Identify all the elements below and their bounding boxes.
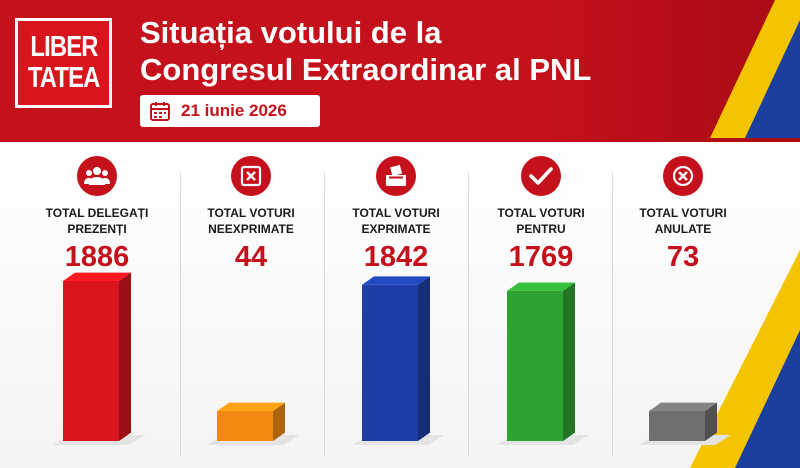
- tick-label-pentru: TOTAL VOTURI PENTRU: [497, 206, 585, 236]
- circle-x-icon: [663, 156, 703, 196]
- column-divider: [324, 172, 325, 457]
- title-line-2: Congresul Extraordinar al PNL: [140, 52, 592, 87]
- group-icon: [77, 156, 117, 196]
- chart-area: TOTAL DELEGAȚI PREZENȚI 1886 TOTAL VOTUR…: [0, 142, 800, 468]
- page-title: Situația votului de la Congresul Extraor…: [140, 14, 591, 88]
- libertatea-logo[interactable]: LIBER TATEA: [15, 18, 112, 108]
- date-text: 21 iunie 2026: [181, 101, 287, 120]
- logo-line-2: TATEA: [27, 62, 100, 94]
- stat-column-delegati: TOTAL DELEGAȚI PREZENȚI 1886: [27, 142, 167, 468]
- tick-label-anulate: TOTAL VOTURI ANULATE: [639, 206, 727, 236]
- date-badge: 21 iunie 2026: [140, 95, 320, 127]
- column-divider: [180, 172, 181, 457]
- value-label-delegati: 1886: [64, 241, 130, 273]
- title-line-1: Situația votului de la: [140, 15, 442, 50]
- logo-line-1: LIBER: [29, 31, 98, 63]
- value-label-exprimate: 1842: [363, 241, 429, 273]
- tick-label-neexprimate: TOTAL VOTURI NEEXPRIMATE: [207, 206, 295, 236]
- column-divider: [468, 172, 469, 457]
- tick-label-delegati: TOTAL DELEGAȚI PREZENȚI: [45, 206, 149, 236]
- header-banner: LIBER TATEA Situația votului de la Congr…: [0, 0, 800, 142]
- column-divider: [612, 172, 613, 457]
- stat-column-neexprimate: TOTAL VOTURI NEEXPRIMATE 44: [181, 142, 321, 468]
- check-icon: [521, 156, 561, 196]
- ballot-box-icon: [376, 156, 416, 196]
- calendar-icon: [150, 102, 170, 121]
- stat-column-exprimate: TOTAL VOTURI EXPRIMATE 1842: [326, 142, 466, 468]
- tick-label-exprimate: TOTAL VOTURI EXPRIMATE: [352, 206, 440, 236]
- ballot-x-icon: [231, 156, 271, 196]
- stat-column-pentru: TOTAL VOTURI PENTRU 1769: [471, 142, 611, 468]
- value-label-anulate: 73: [666, 241, 700, 273]
- value-label-neexprimate: 44: [234, 241, 268, 273]
- value-label-pentru: 1769: [508, 241, 574, 273]
- stat-column-anulate: TOTAL VOTURI ANULATE 73: [613, 142, 753, 468]
